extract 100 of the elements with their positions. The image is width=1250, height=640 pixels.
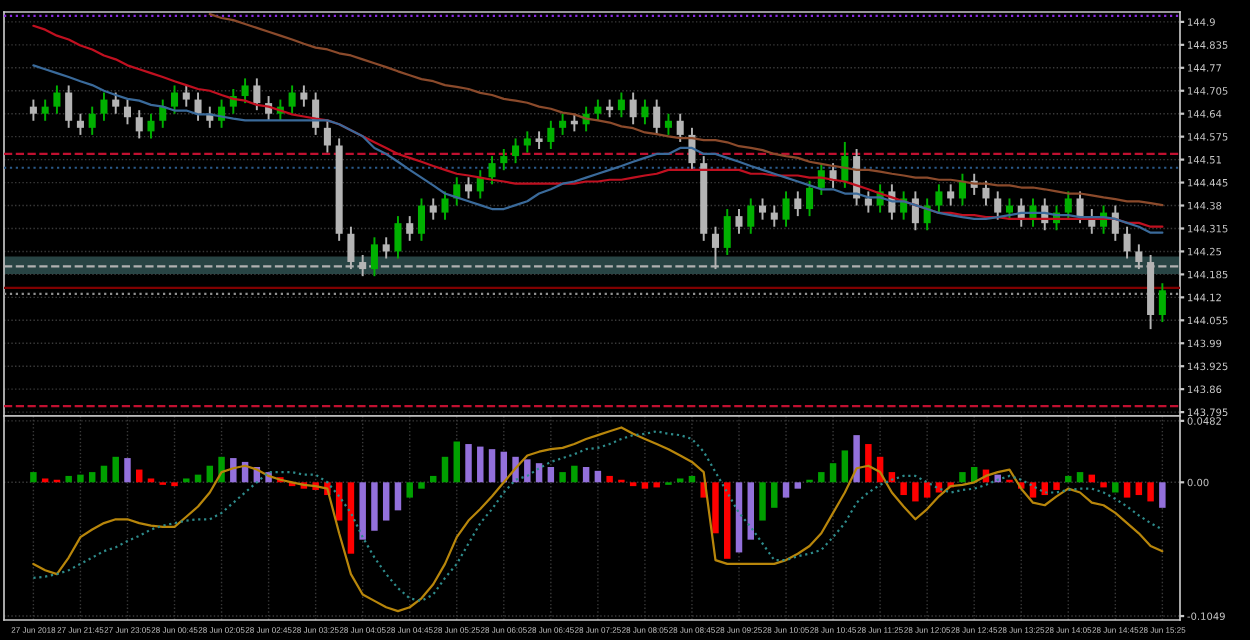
bar (406, 482, 413, 498)
bar (453, 441, 460, 483)
candlestick (1005, 197, 1014, 221)
candlestick (770, 204, 778, 228)
bar (1076, 472, 1084, 483)
bar (335, 482, 343, 521)
candlestick (653, 98, 661, 136)
candlestick (911, 190, 919, 232)
candlestick (747, 197, 755, 235)
candlestick (806, 179, 814, 218)
candlestick (559, 112, 567, 136)
candlestick (253, 77, 261, 112)
candlestick (65, 84, 73, 129)
bar (1029, 482, 1037, 498)
bar (818, 472, 825, 483)
bar (1100, 482, 1107, 488)
candlestick (300, 84, 308, 108)
bar (124, 458, 131, 483)
bar (724, 482, 731, 559)
candlestick (29, 98, 37, 122)
candlestick (512, 137, 520, 165)
bar (88, 472, 96, 483)
candlestick (594, 98, 602, 122)
bar (712, 482, 719, 534)
bar (759, 482, 766, 521)
bar (865, 444, 872, 483)
candlestick (794, 190, 802, 218)
candlestick (182, 84, 190, 108)
candlestick (547, 119, 555, 150)
candlestick (758, 197, 767, 221)
candlestick (159, 98, 167, 129)
candlestick (1123, 225, 1131, 260)
line-series (32, 64, 1164, 234)
candlestick (194, 91, 202, 122)
bar (923, 482, 931, 498)
bar (571, 465, 578, 483)
bar (524, 459, 531, 483)
bar (477, 446, 484, 483)
bar (30, 472, 37, 483)
candlestick (241, 77, 249, 105)
bar (794, 482, 802, 489)
candlestick (629, 91, 637, 126)
bar (582, 467, 590, 483)
bar (1147, 482, 1154, 502)
bar (853, 435, 860, 483)
candlestick (782, 190, 790, 228)
candlestick (100, 91, 108, 122)
candlestick (135, 109, 143, 140)
bar (735, 482, 743, 553)
bar (1135, 482, 1143, 496)
candlestick (723, 208, 731, 256)
bar (559, 472, 566, 483)
candlestick (394, 215, 402, 260)
candlestick (76, 112, 84, 136)
bar (100, 465, 108, 483)
bar (747, 482, 754, 540)
bar (1112, 482, 1119, 493)
candlestick (864, 190, 872, 214)
candlestick (947, 183, 955, 207)
bar (1065, 475, 1072, 483)
candlestick (170, 84, 179, 115)
candlestick (370, 236, 378, 278)
candlestick (1076, 190, 1084, 225)
candlestick (123, 98, 132, 126)
candlestick (88, 105, 96, 136)
bar (418, 482, 425, 489)
candlestick (382, 236, 390, 260)
candlestick (41, 98, 49, 122)
candlestick (441, 190, 449, 221)
bar (230, 458, 237, 483)
candlestick (500, 148, 508, 172)
bar (912, 482, 919, 502)
bar (547, 467, 555, 483)
candlestick (147, 112, 155, 140)
candlestick (935, 183, 943, 214)
bar (771, 482, 778, 508)
candlestick (429, 197, 437, 221)
candlestick (523, 130, 531, 154)
bar (371, 482, 378, 531)
candlestick (417, 197, 426, 242)
candlestick (664, 112, 672, 136)
candlestick (323, 119, 331, 154)
bar (1159, 482, 1166, 508)
candlestick (617, 91, 625, 119)
bar (1123, 482, 1131, 498)
candlestick (112, 91, 120, 115)
bar (829, 463, 837, 483)
candlestick (994, 190, 1002, 221)
bar (382, 482, 390, 521)
candlestick (288, 84, 296, 115)
bar (841, 450, 849, 483)
bar (959, 472, 966, 483)
bar (77, 474, 84, 483)
bar (653, 482, 660, 488)
bar (1053, 482, 1060, 490)
bar (641, 482, 649, 489)
bar (206, 465, 214, 483)
bar (112, 456, 119, 483)
candlestick (676, 112, 684, 143)
line-series (208, 13, 1164, 207)
